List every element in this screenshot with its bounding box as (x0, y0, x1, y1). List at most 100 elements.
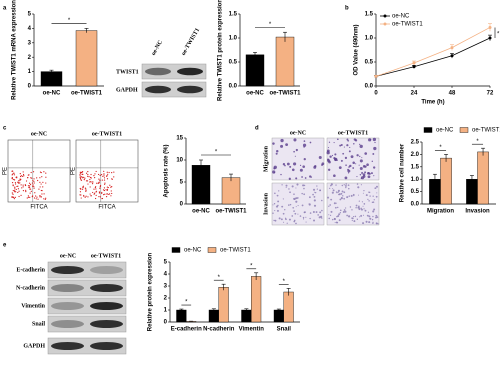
flow-event (19, 175, 22, 178)
cell (301, 204, 304, 207)
cell (276, 150, 279, 153)
cell (365, 220, 368, 223)
cell (329, 214, 332, 216)
flow-event (27, 196, 30, 198)
x-tick-label: Migration (427, 209, 454, 215)
flow-event (25, 180, 28, 182)
blot-row-label: Snail (32, 321, 45, 327)
flow-event (98, 196, 100, 198)
cell (331, 191, 334, 194)
cell (336, 206, 339, 209)
cell (376, 216, 379, 219)
flow-event (33, 187, 35, 189)
flow-event (27, 176, 29, 179)
cell (327, 196, 330, 199)
cell (356, 176, 358, 178)
cell (345, 183, 348, 185)
cell (341, 190, 344, 193)
cell (272, 204, 274, 206)
cell (346, 196, 349, 199)
flow-event (92, 191, 94, 194)
cell (375, 214, 378, 217)
cell (335, 221, 338, 224)
cell (371, 201, 374, 204)
cell (340, 159, 343, 162)
cell (347, 215, 351, 218)
cell (348, 172, 350, 174)
bar (275, 36, 295, 87)
blot-column-label: oe-TWIST1 (91, 253, 121, 259)
cell (368, 172, 371, 175)
cell (364, 209, 367, 212)
cell (359, 166, 363, 170)
cell (365, 194, 368, 197)
flow-y-label: PE (3, 167, 9, 175)
y-tick-label: 1.0 (365, 36, 374, 42)
flow-event (31, 177, 33, 179)
cell (284, 209, 286, 211)
flow-event (103, 175, 105, 177)
blot-row-label: Vimentin (21, 303, 45, 309)
cell (358, 205, 360, 208)
y-tick-label: 4 (28, 26, 32, 32)
cell (343, 184, 345, 186)
cell (358, 208, 361, 211)
blot-band (177, 67, 203, 76)
flow-event (99, 184, 102, 187)
flow-event (94, 177, 96, 179)
cell (288, 218, 291, 221)
flow-event (11, 176, 13, 179)
cell (359, 144, 363, 149)
cell (328, 205, 330, 207)
flow-event (106, 188, 109, 190)
cell (359, 216, 361, 218)
blot-row-label: TWIST1 (116, 69, 139, 75)
flow-event (29, 185, 31, 187)
flow-event (111, 186, 113, 188)
flow-event (89, 193, 91, 195)
blot-band (90, 266, 123, 274)
legend-swatch (207, 247, 217, 253)
cell (291, 168, 295, 172)
flow-event (103, 177, 106, 179)
cell (272, 170, 276, 174)
cell (295, 148, 298, 152)
bar (218, 287, 229, 323)
flow-event (81, 171, 84, 173)
flow-event (98, 178, 100, 180)
cell (301, 176, 303, 178)
cell (333, 217, 336, 221)
flow-event (80, 197, 82, 199)
cell (336, 215, 338, 218)
y-axis-label: Relative cell number (400, 143, 406, 202)
flow-event (80, 194, 82, 196)
blot-column-label: oe-TWIST1 (181, 27, 201, 56)
cell (328, 160, 331, 164)
y-tick-label: 2 (28, 55, 32, 61)
cell (356, 218, 358, 220)
y-tick-label: 0.0 (229, 84, 238, 90)
point (488, 25, 492, 29)
flow-event (109, 193, 111, 195)
y-tick-label: 4 (164, 272, 168, 278)
cell (274, 192, 276, 195)
flow-event (14, 189, 16, 191)
cell (272, 212, 274, 215)
flow-event (35, 195, 37, 197)
cell (334, 222, 336, 224)
cell (313, 204, 317, 207)
x-tick-label: oe-NC (192, 209, 210, 215)
cell (332, 188, 334, 190)
cell (372, 210, 375, 213)
cell (276, 209, 279, 212)
cell (302, 143, 307, 147)
cell (299, 168, 303, 172)
flow-event (106, 193, 108, 195)
flow-event (22, 173, 25, 176)
cell (283, 221, 285, 223)
cell (312, 193, 314, 196)
cell (333, 174, 336, 178)
flow-event (84, 177, 86, 179)
cell (358, 194, 360, 196)
cell (313, 199, 316, 202)
